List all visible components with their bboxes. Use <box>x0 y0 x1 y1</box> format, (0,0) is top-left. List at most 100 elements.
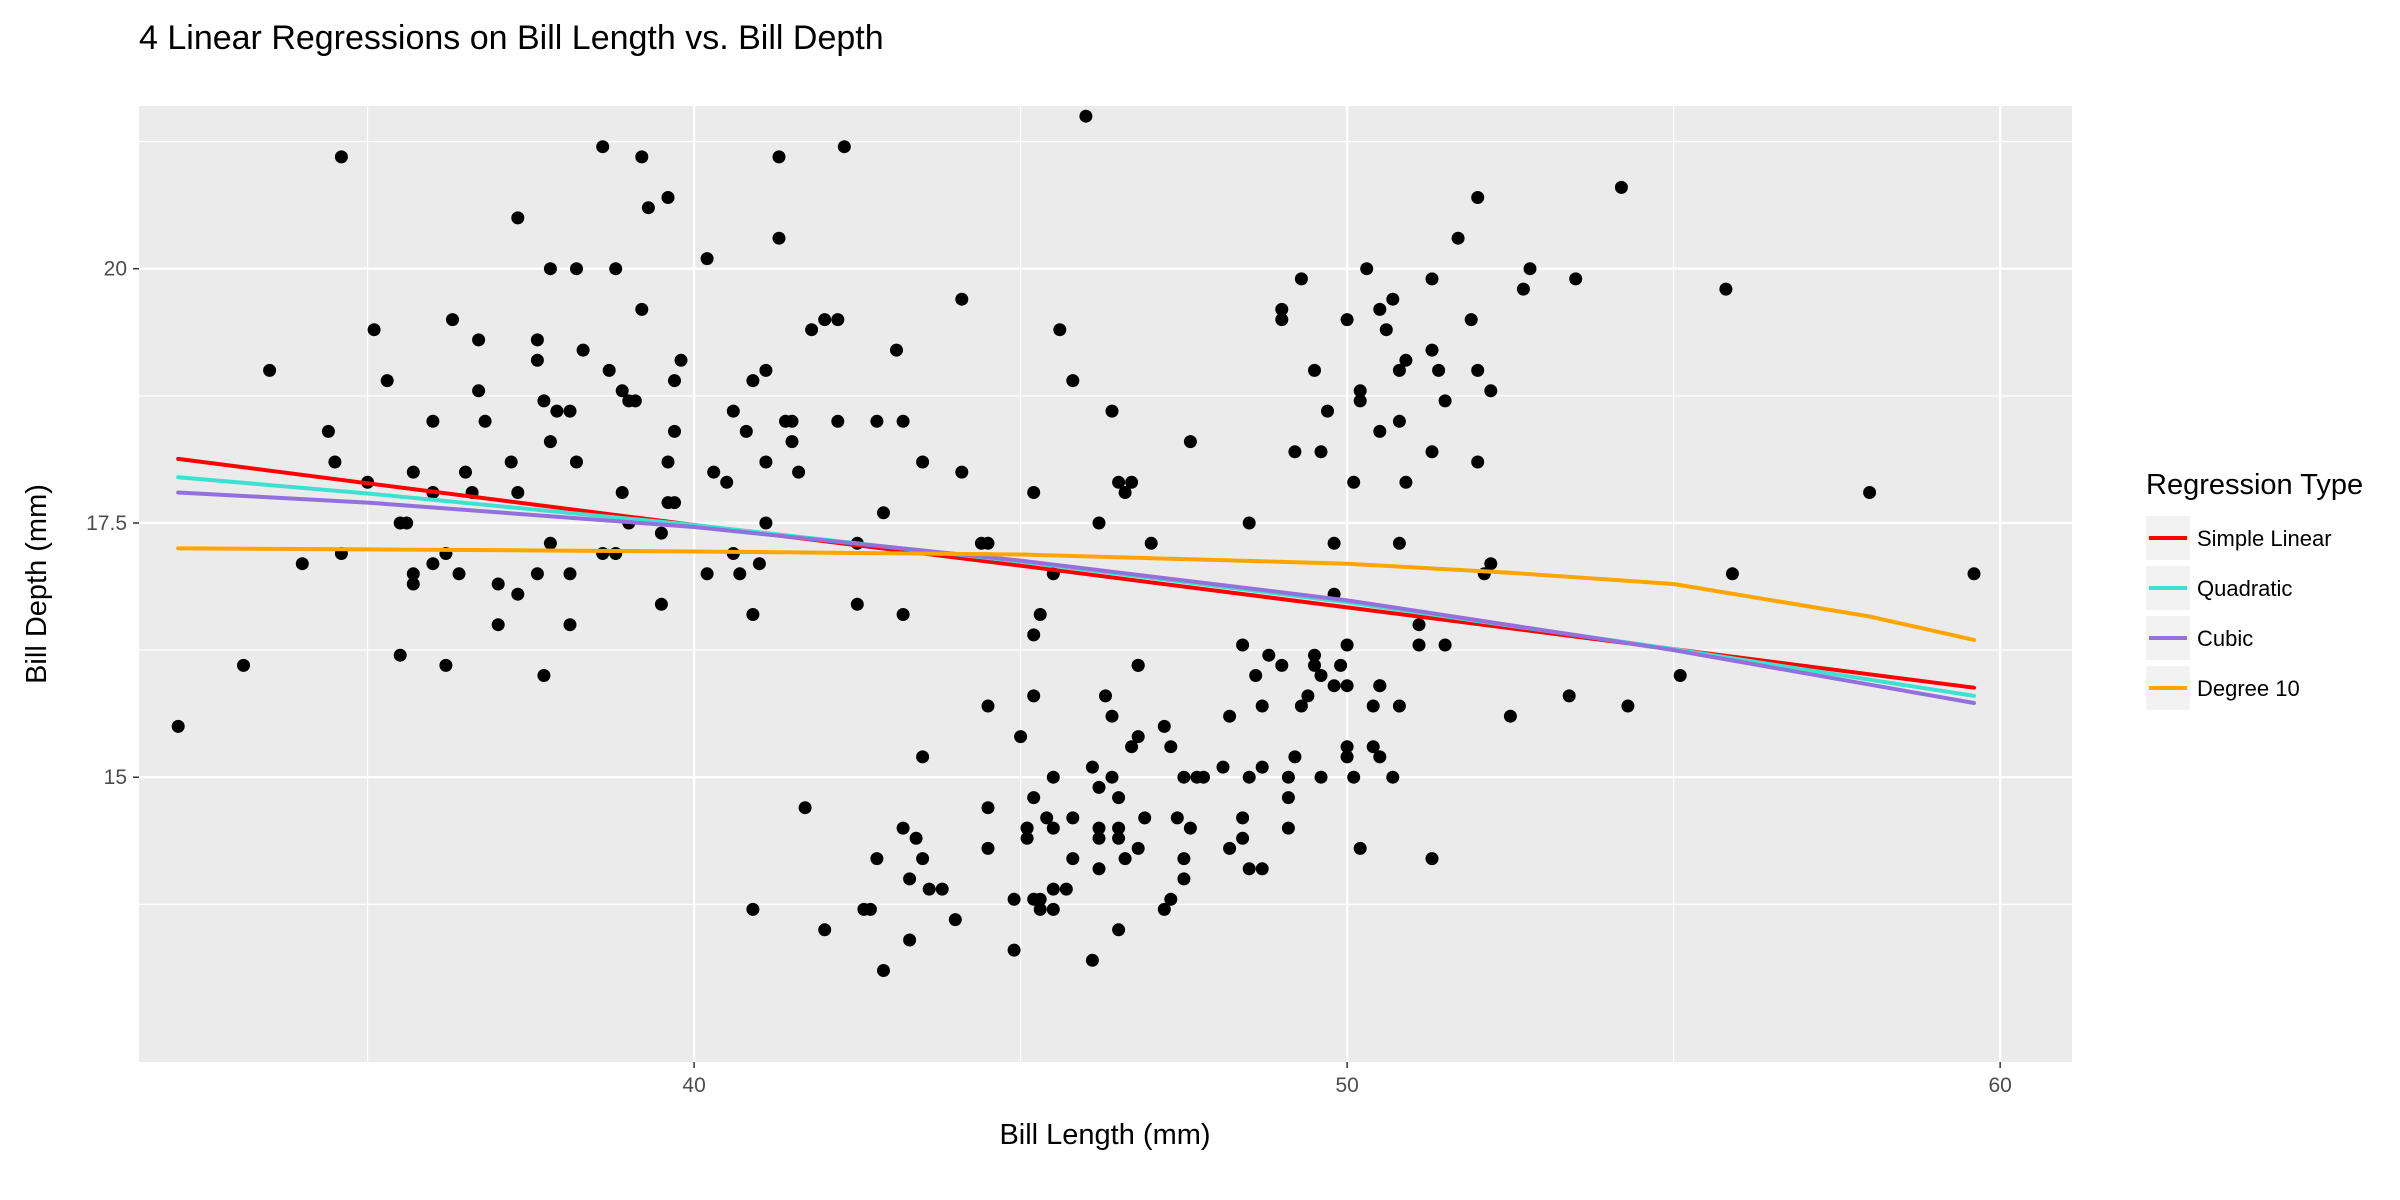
data-point <box>1275 658 1289 672</box>
data-point <box>955 292 969 306</box>
data-point <box>981 841 995 855</box>
data-point <box>1340 313 1354 327</box>
plot-panel <box>139 106 2072 1062</box>
data-point <box>1399 475 1413 489</box>
data-point <box>1144 536 1158 550</box>
data-point <box>674 353 688 367</box>
data-point <box>1425 272 1439 286</box>
data-point <box>1027 486 1041 499</box>
data-point <box>1092 780 1106 794</box>
data-point <box>295 557 309 571</box>
data-point <box>1027 628 1041 642</box>
data-point <box>602 363 616 377</box>
data-point <box>1014 730 1028 744</box>
data-point <box>707 465 721 479</box>
data-point <box>609 547 623 560</box>
data-point <box>1392 699 1406 713</box>
data-point <box>1007 892 1021 906</box>
data-point <box>1347 770 1361 784</box>
data-point <box>615 486 629 499</box>
data-point <box>1562 689 1576 703</box>
data-point <box>746 902 760 916</box>
data-point <box>1190 770 1204 784</box>
data-point <box>1471 191 1485 204</box>
data-point <box>570 262 583 276</box>
data-point <box>1314 770 1328 784</box>
data-point <box>406 567 420 581</box>
data-point <box>1484 557 1498 571</box>
data-point <box>1373 679 1387 693</box>
data-point <box>922 882 936 896</box>
data-point <box>1392 414 1406 428</box>
data-point <box>903 872 917 886</box>
data-point <box>1216 760 1230 774</box>
data-point <box>1392 536 1406 550</box>
data-point <box>974 536 988 550</box>
data-point <box>446 313 459 327</box>
data-point <box>171 719 185 733</box>
data-point <box>1614 180 1628 194</box>
data-point <box>491 577 505 591</box>
data-point <box>537 669 551 682</box>
data-point <box>785 435 799 449</box>
data-point <box>1275 302 1289 316</box>
data-point <box>530 333 544 347</box>
data-point <box>739 424 753 438</box>
data-point <box>1451 231 1465 245</box>
data-point <box>504 455 518 469</box>
data-point <box>1170 811 1184 825</box>
data-point <box>478 414 492 428</box>
data-point <box>818 923 832 937</box>
data-point <box>981 699 995 713</box>
data-point <box>1255 760 1269 774</box>
data-point <box>1007 943 1021 957</box>
data-point <box>1223 841 1237 855</box>
data-point <box>1523 262 1537 276</box>
data-point <box>1027 689 1041 703</box>
data-point <box>805 323 819 337</box>
data-point <box>798 801 812 815</box>
data-point <box>1425 445 1439 459</box>
data-point <box>1131 730 1145 744</box>
x-tick-label: 60 <box>1988 1074 2011 1097</box>
data-point <box>746 374 760 388</box>
data-point <box>1066 374 1080 388</box>
data-point <box>916 455 930 469</box>
data-point <box>981 801 995 815</box>
data-point <box>831 313 845 327</box>
data-point <box>948 913 962 927</box>
data-point <box>1249 669 1263 682</box>
data-point <box>550 404 564 418</box>
data-point <box>1412 638 1426 652</box>
data-point <box>1464 313 1478 327</box>
regression-lines <box>176 456 1976 705</box>
data-point <box>1046 882 1060 896</box>
data-point <box>1471 363 1485 377</box>
y-axis-title: Bill Depth (mm) <box>21 484 53 684</box>
legend-label-cubic: Cubic <box>2197 626 2253 651</box>
data-point <box>1360 262 1374 276</box>
data-point <box>1569 272 1583 286</box>
data-point <box>472 384 486 398</box>
data-point <box>837 140 851 154</box>
data-point <box>1046 821 1060 835</box>
data-point <box>831 414 845 428</box>
data-point <box>543 536 557 550</box>
data-point <box>896 608 910 621</box>
data-point <box>1105 404 1119 418</box>
data-point <box>641 201 655 215</box>
data-point <box>1157 719 1171 733</box>
data-point <box>1033 902 1047 916</box>
data-point <box>654 526 668 540</box>
data-point <box>1164 740 1178 754</box>
x-axis: 40 50 60 <box>682 1062 2012 1097</box>
data-point <box>1314 445 1328 459</box>
data-point <box>1392 363 1406 377</box>
data-point <box>452 567 466 581</box>
data-point <box>1353 394 1367 408</box>
data-point <box>1373 424 1387 438</box>
data-point <box>530 567 544 581</box>
data-point <box>1157 902 1171 916</box>
data-point <box>909 831 923 845</box>
data-point <box>903 933 917 947</box>
